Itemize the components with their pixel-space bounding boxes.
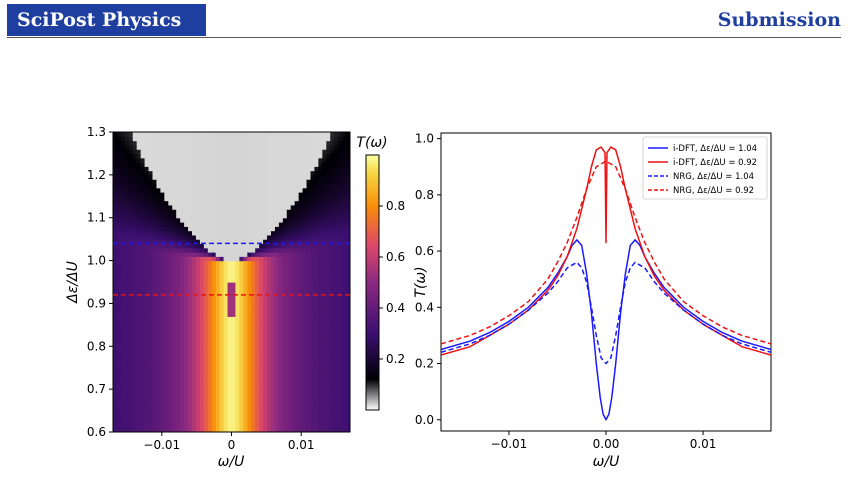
x-tick-label: 0.00	[593, 437, 620, 451]
series-line-3	[441, 160, 771, 345]
colorbar-tick-label: 0.4	[386, 301, 405, 315]
heatmap-axes: 0.6 0.7 0.8 0.9 1.0 1.1 1.2 1.3 −0.01 0 0.01	[87, 125, 315, 452]
line-series	[441, 146, 771, 421]
y-tick-label: 0.7	[87, 382, 106, 396]
y-tick-label: 0.8	[87, 339, 106, 353]
y-tick-label: 1.3	[87, 125, 106, 139]
journal-header: SciPost Physics	[7, 4, 206, 36]
heatmap	[113, 132, 350, 432]
line-x-label: ω/U	[593, 454, 620, 470]
y-tick-label: 0.2	[415, 357, 434, 371]
colorbar-ticks: 0.2 0.4 0.6 0.8	[379, 199, 405, 366]
x-tick-label: −0.01	[143, 438, 180, 452]
section-label: Submission	[717, 9, 841, 31]
y-tick-label: 0.6	[87, 425, 106, 439]
series-line-2	[441, 261, 771, 365]
colorbar-label: T(ω)	[356, 135, 387, 151]
x-tick-label: 0.01	[690, 437, 717, 451]
y-tick-label: 1.0	[415, 132, 434, 146]
y-tick-label: 0.4	[415, 300, 434, 314]
x-tick-label: −0.01	[491, 437, 528, 451]
x-tick-label: 0	[228, 438, 236, 452]
y-tick-label: 0.9	[87, 296, 106, 310]
header-rule	[7, 37, 841, 38]
y-tick-label: 1.1	[87, 211, 106, 225]
colorbar-tick-label: 0.6	[386, 250, 405, 264]
x-tick-label: 0.01	[288, 438, 315, 452]
colorbar	[365, 154, 380, 411]
y-tick-label: 1.2	[87, 168, 106, 182]
heatmap-x-label: ω/U	[218, 454, 245, 470]
legend-entry: NRG, Δε/ΔU = 0.92	[673, 186, 754, 196]
y-tick-label: 0.8	[415, 188, 434, 202]
line-axes: 0.0 0.2 0.4 0.6 0.8 1.0 −0.01 0.00 0.01	[415, 132, 717, 451]
y-tick-label: 0.0	[415, 413, 434, 427]
heatmap-y-label: Δε/ΔU	[65, 261, 81, 304]
series-line-0	[441, 239, 771, 421]
legend-entry: i-DFT, Δε/ΔU = 1.04	[673, 144, 757, 154]
legend-entry: NRG, Δε/ΔU = 1.04	[673, 172, 754, 182]
legend-entry: i-DFT, Δε/ΔU = 0.92	[673, 158, 757, 168]
line-y-label: T(ω)	[413, 266, 429, 297]
y-tick-label: 1.0	[87, 254, 106, 268]
legend: i-DFT, Δε/ΔU = 1.04 i-DFT, Δε/ΔU = 0.92 NR…	[642, 136, 768, 200]
colorbar-tick-label: 0.2	[386, 352, 405, 366]
y-tick-label: 0.6	[415, 244, 434, 258]
series-line-1	[441, 146, 771, 356]
colorbar-tick-label: 0.8	[386, 199, 405, 213]
